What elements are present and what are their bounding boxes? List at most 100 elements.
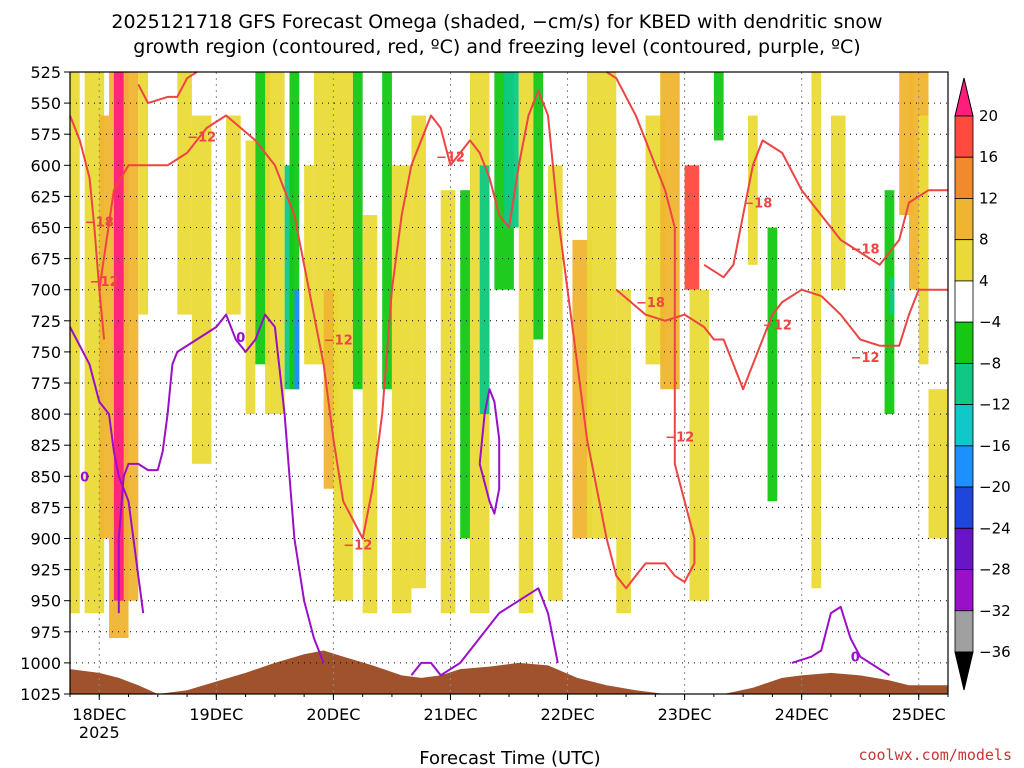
omega-band bbox=[391, 165, 412, 614]
omega-band bbox=[304, 165, 314, 365]
omega-band bbox=[352, 72, 363, 390]
contour-label: −12 bbox=[851, 351, 880, 366]
y-tick-label: 625 bbox=[30, 187, 61, 206]
contour-label: −12 bbox=[665, 430, 694, 445]
omega-band bbox=[382, 72, 392, 390]
contour-line bbox=[517, 89, 696, 590]
colorbar-segment bbox=[954, 239, 974, 282]
colorbar-label: −16 bbox=[979, 437, 1011, 455]
omega-band bbox=[767, 227, 778, 502]
colorbar-segment bbox=[954, 156, 974, 199]
colorbar-segment bbox=[954, 321, 974, 364]
omega-band bbox=[362, 215, 378, 614]
omega-band bbox=[70, 72, 80, 614]
contour-line bbox=[615, 288, 822, 391]
omega-band bbox=[811, 72, 822, 589]
contour-label: −18 bbox=[85, 215, 114, 230]
contour-labels: −12 −12 −18 −12 −12 −12 −18 −12 −18 −12 −18 −12 0 0 0 bbox=[80, 131, 879, 666]
colorbar-segment bbox=[954, 115, 974, 158]
contour-line bbox=[69, 326, 145, 614]
contour-label: −12 bbox=[90, 275, 119, 290]
contour-line bbox=[69, 115, 106, 340]
colorbar-segment bbox=[954, 527, 974, 570]
y-tick-label: 725 bbox=[30, 312, 61, 331]
contour-label: −12 bbox=[436, 151, 465, 166]
colorbar-segment bbox=[954, 569, 974, 612]
colorbar-label: 8 bbox=[979, 231, 989, 249]
omega-band bbox=[689, 289, 709, 601]
colorbar-label: 16 bbox=[979, 148, 998, 166]
colorbar-segment bbox=[954, 486, 974, 529]
colorbar-segment bbox=[954, 198, 974, 241]
y-tick-label: 1025 bbox=[20, 685, 61, 704]
x-axis-label: Forecast Time (UTC) bbox=[419, 748, 600, 768]
y-tick-label: 700 bbox=[30, 281, 61, 300]
colorbar-label: −12 bbox=[979, 396, 1011, 414]
contour-label: −12 bbox=[324, 333, 353, 348]
omega-band bbox=[289, 72, 300, 390]
contours bbox=[69, 71, 948, 677]
omega-band bbox=[191, 115, 212, 464]
terrain-fill bbox=[70, 650, 948, 694]
contour-line bbox=[606, 71, 676, 415]
contour-line bbox=[478, 388, 501, 515]
omega-band bbox=[587, 72, 617, 539]
omega-band bbox=[713, 72, 724, 141]
omega-band bbox=[748, 115, 758, 265]
omega-band bbox=[830, 115, 846, 290]
x-tick-label: 22DEC bbox=[541, 705, 595, 724]
colorbar-segment bbox=[954, 445, 974, 488]
contour-label: −18 bbox=[851, 243, 880, 258]
colorbar-label: −20 bbox=[979, 478, 1011, 496]
contour-label: −18 bbox=[743, 197, 772, 212]
contour-label: −12 bbox=[763, 319, 792, 334]
credit-text: coolwx.com/models bbox=[858, 746, 1012, 764]
y-tick-label: 800 bbox=[30, 405, 61, 424]
colorbar: 20 16 12 8 4 −4 −8 −12 −16 −20 −24 −28 −32 −36 bbox=[954, 77, 1011, 691]
contour-label: 0 bbox=[851, 651, 860, 666]
x-tick-label: 19DEC bbox=[189, 705, 243, 724]
y-tick-label: 575 bbox=[30, 125, 61, 144]
x-tick-label: 21DEC bbox=[423, 705, 477, 724]
contour-line bbox=[791, 605, 891, 677]
y-tick-label: 925 bbox=[30, 561, 61, 580]
y-tick-label: 850 bbox=[30, 467, 61, 486]
omega-band bbox=[440, 190, 456, 614]
contour-label: −12 bbox=[343, 539, 372, 554]
y-tick-label: 825 bbox=[30, 436, 61, 455]
y-tick-label: 750 bbox=[30, 343, 61, 362]
omega-band bbox=[684, 165, 700, 290]
contour-line bbox=[186, 114, 315, 315]
colorbar-bottom-arrow bbox=[954, 651, 974, 691]
y-tick-label: 550 bbox=[30, 94, 61, 113]
contour-label: −12 bbox=[187, 131, 216, 146]
omega-band bbox=[616, 289, 631, 614]
y-tick-label: 650 bbox=[30, 219, 61, 238]
colorbar-segment bbox=[954, 404, 974, 447]
x-tick-label: 24DEC bbox=[775, 705, 829, 724]
omega-band bbox=[548, 165, 563, 601]
omega-band bbox=[84, 72, 105, 614]
omega-band bbox=[533, 72, 544, 340]
contour-line bbox=[98, 152, 188, 290]
contour-label: −18 bbox=[636, 296, 665, 311]
y-tick-label: 900 bbox=[30, 530, 61, 549]
omega-band bbox=[889, 277, 895, 315]
omega-band bbox=[918, 115, 929, 365]
colorbar-label: −36 bbox=[979, 643, 1011, 661]
omega-band bbox=[265, 72, 285, 415]
omega-band bbox=[504, 72, 519, 228]
terrain-area bbox=[70, 650, 948, 694]
y-tick-label: 1000 bbox=[20, 654, 61, 673]
y-tick-label: 775 bbox=[30, 374, 61, 393]
omega-band bbox=[226, 115, 241, 315]
contour-line bbox=[312, 114, 520, 540]
y-tick-label: 675 bbox=[30, 250, 61, 269]
omega-band bbox=[245, 140, 256, 415]
omega-band bbox=[138, 72, 149, 315]
x-tick-label: 25DEC bbox=[892, 705, 946, 724]
y-axis: 525 550 575 600 625 650 675 700 725 750 775 800 825 8… bbox=[20, 63, 70, 704]
omega-band bbox=[660, 72, 680, 390]
colorbar-label: −24 bbox=[979, 519, 1011, 537]
